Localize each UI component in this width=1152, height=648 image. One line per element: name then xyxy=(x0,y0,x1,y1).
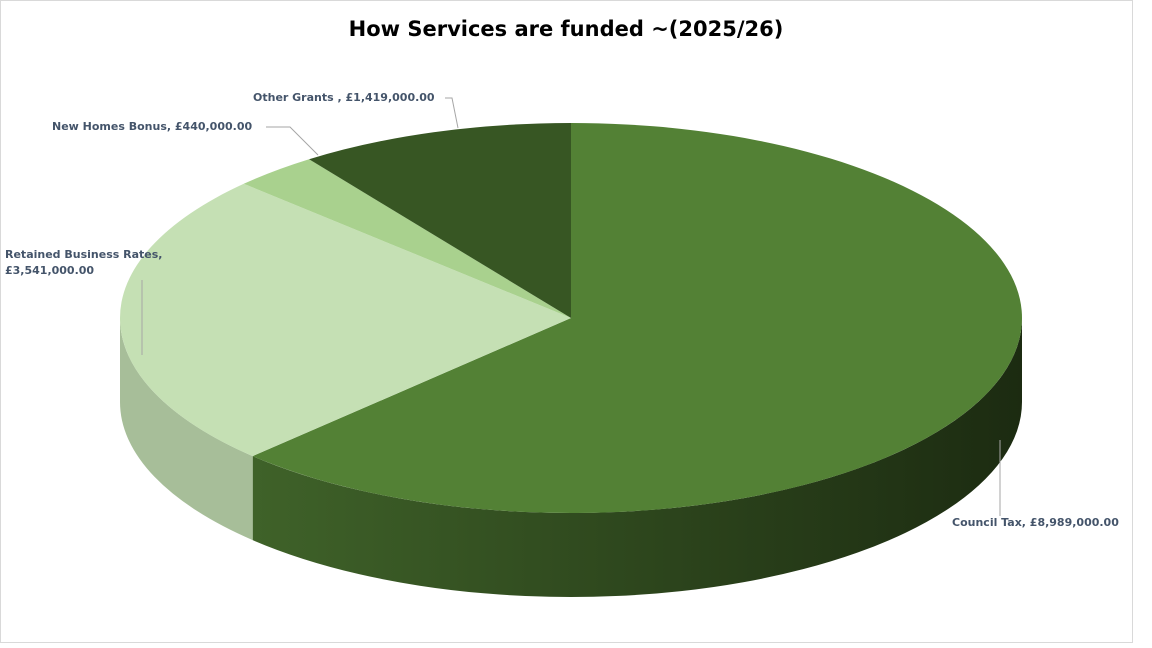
data-label: Council Tax, £8,989,000.00 xyxy=(952,516,1119,529)
slice-side xyxy=(252,318,1022,598)
data-label: New Homes Bonus, £440,000.00 xyxy=(52,120,252,133)
chart-title: How Services are funded ~(2025/26) xyxy=(349,17,784,41)
data-label: Other Grants , £1,419,000.00 xyxy=(253,91,435,104)
pie-slice xyxy=(119,183,571,457)
pie-slice xyxy=(309,123,571,318)
pie-slice xyxy=(243,159,571,318)
leader-line xyxy=(266,126,319,156)
pie-slice xyxy=(252,123,1022,513)
data-label: Retained Business Rates, £3,541,000.00 xyxy=(5,248,162,277)
slice-side xyxy=(120,318,253,541)
leader-line xyxy=(445,97,459,129)
